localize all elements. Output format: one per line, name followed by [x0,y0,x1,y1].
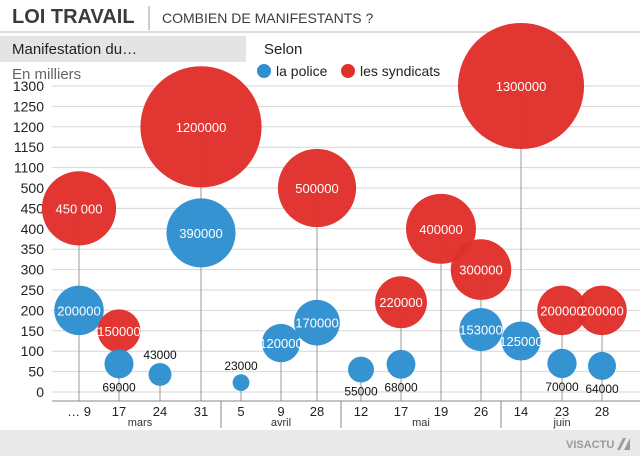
subtitle-band [0,36,246,62]
syndicats-bubble [97,309,141,353]
syndicats-value-label: 450 000 [56,201,103,216]
y-tick-label: 1150 [14,139,44,155]
x-tick-label: 9 [277,404,284,419]
brand-logo: VISACTU [566,439,614,451]
y-tick-label: 400 [21,221,45,237]
x-tick-label: … 9 [67,404,91,419]
syndicats-value-label: 150000 [97,324,140,339]
police-value-label: 55000 [344,385,378,399]
x-tick-label: 5 [237,404,244,419]
y-tick-label: 1300 [13,78,44,94]
y-tick-label: 150 [21,323,45,339]
y-tick-label: 200 [21,302,45,318]
y-tick-label: 50 [28,364,44,380]
police-value-label: 69000 [102,380,136,394]
value-labels: 450 000 200000 150000 69000 43000 1200000 3900… [56,79,624,399]
syndicats-bubble [457,22,585,150]
syndicats-bubble [450,239,512,300]
police-bubble [459,307,503,352]
x-tick-label: 19 [434,404,448,419]
police-bubble [54,285,104,336]
y-tick-label: 350 [21,241,45,257]
police-bubble [148,362,172,386]
x-tick-label: 17 [394,404,408,419]
police-bubble [104,349,134,379]
syndicats-value-label: 500000 [295,181,338,196]
y-tick-label: 1250 [13,98,44,114]
month-label: juin [552,417,570,429]
grid [52,85,640,393]
y-tick-label: 500 [21,180,45,196]
month-label: mars [128,417,153,429]
x-tick-label: 31 [194,404,208,419]
syndicats-value-label: 300000 [459,263,502,278]
police-bubble [501,321,541,361]
syndicats-value-label: 200000 [580,303,623,318]
syndicats-bubble [406,193,476,264]
police-value-label: 64000 [585,382,619,396]
police-bubble [294,299,340,346]
y-tick-label: 450 [21,200,45,216]
legend-police-swatch [257,64,271,78]
y-tick-label: 0 [36,384,44,400]
police-value-label: 43000 [143,348,177,362]
unit-label: En milliers [12,66,81,83]
syndicats-bubble [577,285,627,336]
police-bubble [261,323,301,363]
x-tick-label: 17 [112,404,126,419]
legend-syndicats-label: les syndicats [360,63,440,79]
x-tick-label: 24 [153,404,167,419]
y-tick-label: 1100 [14,160,44,176]
police-value-label: 68000 [384,381,418,395]
syndicats-value-label: 1300000 [496,79,547,94]
syndicats-bubble [537,285,587,336]
syndicats-value-label: 220000 [379,295,422,310]
police-value-label: 170000 [295,316,338,331]
syndicats-bubble [277,148,357,228]
police-bubble [588,351,616,380]
police-bubble [232,374,250,392]
y-tick-label: 250 [21,282,45,298]
police-value-label: 200000 [57,303,100,318]
y-tick-label: 1200 [13,119,44,135]
header-title: LOI TRAVAIL [12,6,135,28]
x-tick-label: 28 [310,404,324,419]
x-axis: … 9 17 24 31 mars 5 9 28 avril 12 17 19 26 mai 14 23 28 j… [52,400,640,429]
police-value-label: 125000 [499,334,542,349]
police-bubble [166,198,236,268]
syndicats-bubble [140,66,262,188]
x-tick-label: 23 [555,404,569,419]
x-tick-label: 12 [354,404,368,419]
police-bubble [348,356,374,383]
header-subtitle: COMBIEN DE MANIFESTANTS ? [162,10,374,26]
police-value-label: 120000 [259,336,302,351]
police-bubble [386,349,416,379]
police-value-label: 153000 [459,323,502,338]
y-tick-label: 300 [21,262,45,278]
syndicats-value-label: 1200000 [176,120,227,135]
police-value-label: 390000 [179,226,222,241]
x-tick-label: 26 [474,404,488,419]
footer-band [0,430,640,456]
syndicats-bubble [41,171,117,246]
police-value-label: 70000 [545,380,579,394]
chart-subtitle: Manifestation du… [12,41,137,58]
month-label: avril [271,417,291,429]
x-tick-label: 14 [514,404,528,419]
syndicats-value-label: 200000 [540,303,583,318]
month-label: mai [412,417,430,429]
x-tick-label: 28 [595,404,609,419]
police-value-label: 23000 [224,359,258,373]
bubbles [41,22,627,392]
y-axis: 0 50 100 150 200 250 300 350 400 450 500 1100 1150 12… [13,78,44,400]
brand-mark-icon [617,438,630,450]
legend-syndicats-swatch [341,64,355,78]
police-bubble [547,348,577,379]
syndicats-bubble [375,276,427,329]
y-tick-label: 100 [21,343,45,359]
syndicats-value-label: 400000 [419,222,462,237]
legend-title: Selon [264,41,302,58]
legend-police-label: la police [276,63,328,79]
